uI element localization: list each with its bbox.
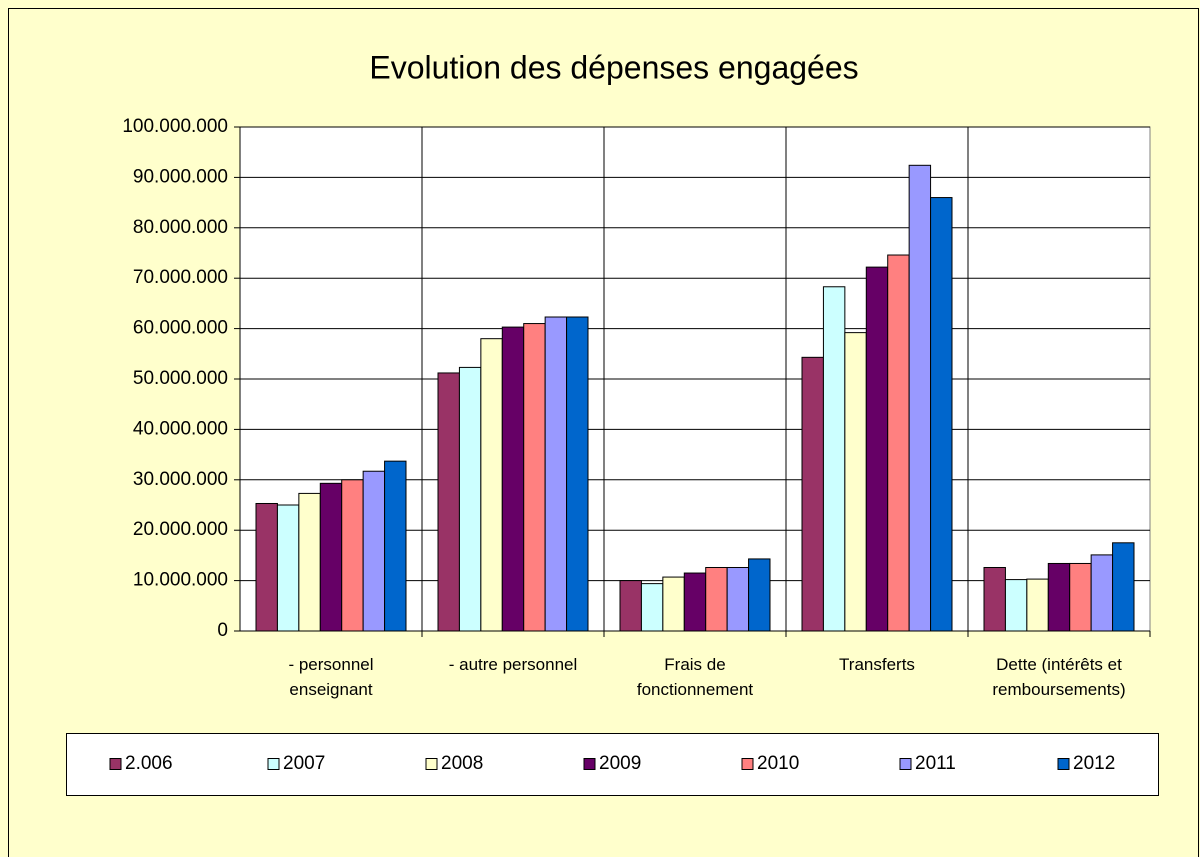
- bar: [362, 470, 386, 632]
- y-tick-label: 30.000.000: [133, 469, 228, 490]
- legend-swatch: [899, 758, 912, 770]
- legend-label: 2007: [283, 753, 325, 774]
- x-tick-label: Transferts: [839, 655, 915, 674]
- legend-box: [66, 733, 1159, 796]
- legend-swatch: [109, 758, 122, 770]
- y-tick-label: 10.000.000: [133, 570, 228, 591]
- y-tick-label: 0: [217, 620, 228, 641]
- chart-border: [8, 8, 1199, 857]
- bar: [298, 492, 321, 632]
- legend-label: 2.006: [125, 753, 173, 774]
- bar: [458, 366, 482, 632]
- bar: [705, 566, 728, 632]
- bar: [726, 566, 750, 632]
- bar: [1069, 562, 1092, 632]
- bar: [887, 254, 910, 632]
- bar: [748, 558, 771, 632]
- bar: [983, 566, 1006, 632]
- bar: [619, 580, 642, 632]
- legend-swatch: [583, 758, 596, 770]
- x-tick-label: Frais de fonctionnement: [636, 655, 754, 699]
- bar: [255, 502, 278, 632]
- bar: [1112, 542, 1135, 632]
- y-tick-label: 100.000.000: [122, 116, 228, 137]
- legend-label: 2011: [915, 753, 956, 774]
- bar: [501, 326, 525, 632]
- x-tick-label: Dette (intérêts et remboursements): [992, 655, 1126, 699]
- bar: [640, 583, 664, 632]
- bar: [908, 164, 932, 632]
- bar: [276, 504, 300, 632]
- bar: [523, 323, 546, 632]
- y-tick-label: 60.000.000: [133, 318, 228, 339]
- legend-label: 2009: [599, 753, 641, 774]
- bar: [544, 316, 568, 632]
- y-tick-label: 90.000.000: [133, 166, 228, 187]
- bar: [683, 572, 707, 632]
- bar: [1047, 562, 1071, 632]
- bar: [1026, 578, 1049, 632]
- legend-swatch: [1057, 758, 1070, 770]
- legend-swatch: [741, 758, 754, 770]
- bar: [384, 460, 407, 632]
- x-tick-label: - personnel enseignant: [288, 655, 374, 699]
- y-tick-label: 80.000.000: [133, 217, 228, 238]
- y-tick-label: 70.000.000: [133, 267, 228, 288]
- legend-label: 2008: [441, 753, 483, 774]
- legend-swatch: [425, 758, 438, 770]
- bar: [1004, 579, 1028, 632]
- y-tick-label: 20.000.000: [133, 519, 228, 540]
- legend-swatch: [267, 758, 280, 770]
- bar: [801, 356, 824, 632]
- bar: [930, 197, 953, 632]
- bar: [480, 338, 503, 632]
- y-tick-label: 50.000.000: [133, 368, 228, 389]
- bar: [822, 286, 846, 632]
- bar: [341, 479, 364, 632]
- x-tick-label: - autre personnel: [448, 655, 578, 674]
- legend-label: 2012: [1073, 753, 1115, 774]
- bar: [844, 332, 867, 632]
- bar: [662, 576, 685, 632]
- bar: [437, 372, 460, 632]
- bar: [865, 266, 889, 632]
- legend-label: 2010: [757, 753, 799, 774]
- bar: [566, 316, 589, 632]
- y-tick-label: 40.000.000: [133, 418, 228, 439]
- bar: [1090, 554, 1114, 632]
- bar: [319, 482, 343, 632]
- chart-title: Evolution des dépenses engagées: [369, 49, 858, 85]
